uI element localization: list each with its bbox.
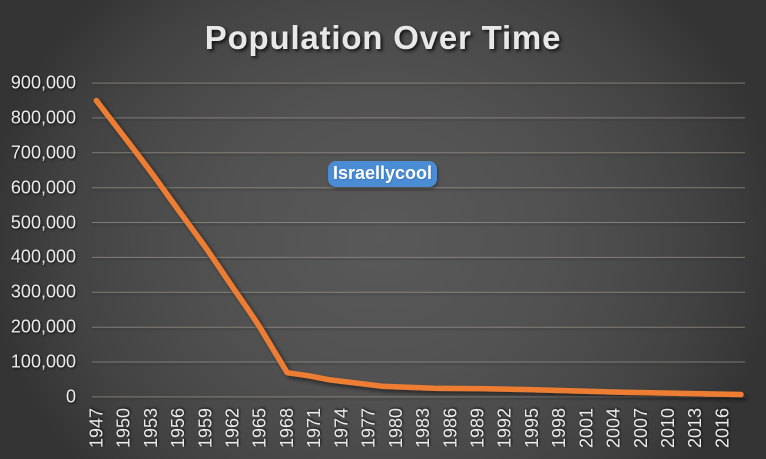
svg-text:2016: 2016 <box>713 408 733 448</box>
svg-text:1974: 1974 <box>331 408 351 448</box>
svg-text:1965: 1965 <box>250 408 270 448</box>
svg-text:1959: 1959 <box>195 408 215 448</box>
svg-text:1998: 1998 <box>549 408 569 448</box>
svg-text:1971: 1971 <box>304 408 324 448</box>
svg-text:1995: 1995 <box>522 408 542 448</box>
svg-text:2010: 2010 <box>658 408 678 448</box>
svg-text:1950: 1950 <box>114 408 134 448</box>
svg-text:1983: 1983 <box>413 408 433 448</box>
svg-text:2007: 2007 <box>631 408 651 448</box>
svg-text:1968: 1968 <box>277 408 297 448</box>
svg-text:1989: 1989 <box>468 408 488 448</box>
svg-text:2001: 2001 <box>576 408 596 448</box>
svg-text:1992: 1992 <box>495 408 515 448</box>
svg-text:1977: 1977 <box>359 408 379 448</box>
svg-text:1986: 1986 <box>440 408 460 448</box>
svg-text:1980: 1980 <box>386 408 406 448</box>
svg-text:1962: 1962 <box>223 408 243 448</box>
svg-text:1953: 1953 <box>141 408 161 448</box>
svg-text:1947: 1947 <box>86 408 106 448</box>
svg-text:2013: 2013 <box>685 408 705 448</box>
svg-text:1956: 1956 <box>168 408 188 448</box>
svg-text:2004: 2004 <box>604 408 624 448</box>
